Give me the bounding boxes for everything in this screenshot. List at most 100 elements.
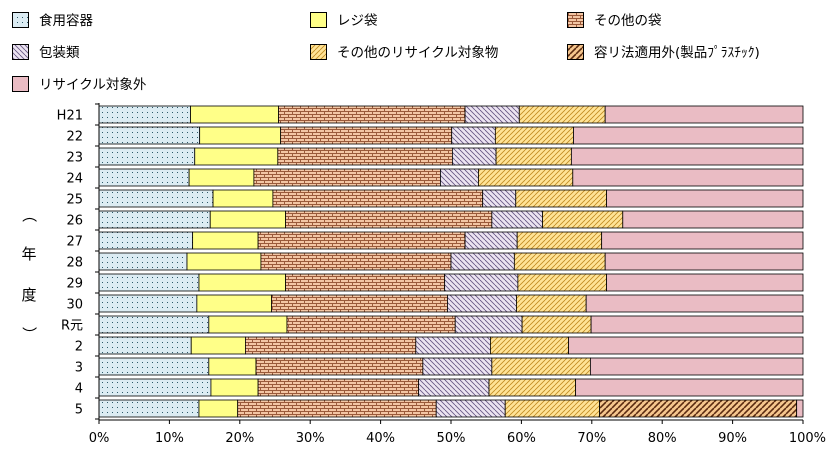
x-tick-label-9: 80% bbox=[648, 431, 677, 446]
y-axis-title-char-4: ） bbox=[20, 326, 38, 341]
bar-6-segment-2 bbox=[209, 210, 286, 229]
bar-10-segment-4 bbox=[447, 294, 517, 313]
bar-13-segment-3 bbox=[255, 357, 424, 376]
bar-12-segment-5 bbox=[490, 336, 569, 355]
legend-swatch-7 bbox=[12, 76, 29, 92]
bar-9-segment-7 bbox=[606, 273, 804, 292]
bar-12-segment-3 bbox=[245, 336, 417, 355]
bar-11-segment-4 bbox=[454, 315, 523, 334]
y-tick-label-3: 23 bbox=[66, 151, 83, 166]
bar-3-segment-5 bbox=[495, 147, 572, 166]
legend-swatch-5 bbox=[310, 44, 327, 60]
y-tick-label-9: 29 bbox=[66, 277, 83, 292]
legend-label-7: リサイクル対象外 bbox=[39, 77, 147, 93]
bar-8-segment-3 bbox=[260, 252, 452, 271]
bar-10-segment-7 bbox=[585, 294, 804, 313]
legend-swatch-1 bbox=[12, 12, 29, 28]
bar-8-segment-1 bbox=[98, 252, 188, 271]
bar-4-segment-1 bbox=[98, 168, 190, 187]
bar-14-segment-7 bbox=[575, 378, 804, 397]
bar-10-segment-1 bbox=[98, 294, 198, 313]
legend-label-5: その他のリサイクル対象物 bbox=[337, 45, 498, 61]
bar-11-segment-5 bbox=[521, 315, 592, 334]
bar-7-segment-7 bbox=[601, 231, 804, 250]
x-tick-labels: 0% 10% 20% 30% 40% 50% 60% 70% 80% 90% 100% bbox=[89, 431, 826, 446]
bar-6-segment-4 bbox=[491, 210, 543, 229]
bar-12-segment-4 bbox=[415, 336, 491, 355]
bar-2-segment-3 bbox=[280, 126, 453, 145]
bar-1-segment-3 bbox=[278, 105, 466, 124]
y-tick-label-10: 30 bbox=[66, 298, 83, 313]
bar-8-segment-4 bbox=[450, 252, 515, 271]
bar-6-segment-1 bbox=[98, 210, 211, 229]
x-tick-label-4: 30% bbox=[296, 431, 325, 446]
legend-swatch-4 bbox=[12, 44, 29, 60]
bar-2-segment-7 bbox=[573, 126, 804, 145]
legend-label-3: その他の袋 bbox=[594, 13, 662, 29]
x-tick-label-5: 40% bbox=[366, 431, 395, 446]
bar-15-segment-6 bbox=[599, 399, 798, 418]
bar-8-segment-2 bbox=[186, 252, 262, 271]
bar-3-segment-2 bbox=[194, 147, 279, 166]
y-axis-title: （ 年度 ） bbox=[20, 207, 38, 341]
legend-swatch-3 bbox=[567, 12, 584, 28]
legend-swatch-2 bbox=[310, 12, 327, 28]
bar-12-segment-2 bbox=[190, 336, 246, 355]
bar-5-segment-5 bbox=[515, 189, 607, 208]
bar-5-segment-7 bbox=[606, 189, 804, 208]
bar-3-segment-1 bbox=[98, 147, 196, 166]
bar-11-segment-1 bbox=[98, 315, 210, 334]
legend-label-2: レジ袋 bbox=[337, 13, 378, 29]
bar-8-segment-7 bbox=[604, 252, 804, 271]
y-tick-label-4: 24 bbox=[66, 172, 83, 187]
bar-9-segment-4 bbox=[444, 273, 519, 292]
bar-12-segment-1 bbox=[98, 336, 192, 355]
x-tick-label-7: 60% bbox=[507, 431, 536, 446]
y-tick-label-8: 28 bbox=[66, 256, 83, 271]
bar-5-segment-3 bbox=[272, 189, 484, 208]
bar-4-segment-5 bbox=[478, 168, 574, 187]
bar-4-segment-4 bbox=[440, 168, 479, 187]
legend-label-4: 包装類 bbox=[39, 45, 80, 61]
axes-group bbox=[95, 103, 804, 424]
bar-12-segment-7 bbox=[568, 336, 804, 355]
bar-10-segment-2 bbox=[196, 294, 272, 313]
bar-15-segment-7 bbox=[796, 399, 804, 418]
bar-3-segment-4 bbox=[452, 147, 497, 166]
y-axis-title-char-2: 年 bbox=[21, 245, 36, 263]
bar-4-segment-7 bbox=[572, 168, 804, 187]
bar-2-segment-5 bbox=[494, 126, 574, 145]
bar-14-segment-5 bbox=[488, 378, 577, 397]
bar-7-segment-1 bbox=[98, 231, 194, 250]
legend-label-1: 食用容器 bbox=[39, 12, 93, 29]
bar-1-segment-4 bbox=[464, 105, 520, 124]
bar-1-segment-2 bbox=[190, 105, 279, 124]
y-tick-label-11: R元 bbox=[61, 319, 83, 334]
bar-1-segment-1 bbox=[98, 105, 191, 124]
bar-13-segment-4 bbox=[422, 357, 493, 376]
bar-3-segment-3 bbox=[277, 147, 453, 166]
y-axis-title-char-3: 度 bbox=[21, 286, 36, 304]
bar-7-segment-4 bbox=[464, 231, 518, 250]
bar-13-segment-1 bbox=[98, 357, 210, 376]
bar-14-segment-2 bbox=[210, 378, 259, 397]
bar-6-segment-5 bbox=[542, 210, 624, 229]
bar-5-segment-4 bbox=[482, 189, 517, 208]
bar-10-segment-3 bbox=[271, 294, 448, 313]
bar-15-segment-5 bbox=[504, 399, 600, 418]
bar-15-segment-4 bbox=[435, 399, 506, 418]
bar-9-segment-1 bbox=[98, 273, 200, 292]
x-tick-label-6: 50% bbox=[437, 431, 466, 446]
y-tick-label-1: H21 bbox=[57, 109, 83, 124]
x-tick-label-10: 90% bbox=[718, 431, 747, 446]
bar-2-segment-4 bbox=[451, 126, 496, 145]
bar-7-segment-3 bbox=[257, 231, 466, 250]
legend-label-6: 容リ法適用外(製品ﾌﾟﾗｽﾁｯｸ) bbox=[594, 44, 760, 61]
y-tick-label-12: 2 bbox=[75, 340, 83, 355]
y-tick-label-6: 26 bbox=[66, 214, 83, 229]
bar-15-segment-1 bbox=[98, 399, 200, 418]
bar-6-segment-7 bbox=[622, 210, 804, 229]
